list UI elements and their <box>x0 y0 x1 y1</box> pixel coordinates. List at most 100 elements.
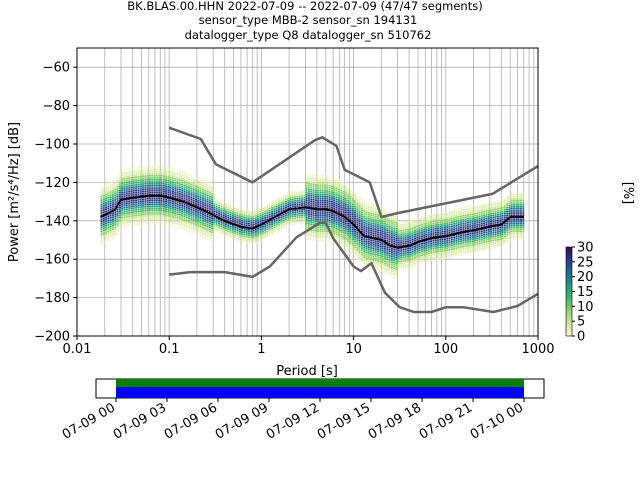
probability-cell <box>135 216 138 219</box>
probability-cell <box>402 233 405 236</box>
probability-cell <box>192 176 195 179</box>
probability-cell <box>344 213 347 215</box>
probability-cell <box>114 230 117 233</box>
probability-cell <box>384 266 386 269</box>
probability-cell <box>374 253 377 256</box>
probability-cell <box>395 266 398 268</box>
probability-cell <box>257 231 260 233</box>
probability-cell <box>367 250 370 253</box>
probability-cell <box>448 220 451 222</box>
probability-cell <box>294 223 297 225</box>
probability-cell <box>397 268 400 271</box>
probability-cell <box>206 217 209 220</box>
probability-cell <box>324 205 327 208</box>
probability-cell <box>148 182 151 185</box>
probability-cell <box>278 198 280 201</box>
probability-cell <box>337 204 340 206</box>
probability-cell <box>496 225 499 227</box>
probability-cell <box>487 248 490 250</box>
probability-cell <box>473 216 476 219</box>
probability-cell <box>123 195 126 198</box>
probability-cell <box>423 242 426 244</box>
probability-cell <box>195 189 197 191</box>
probability-cell <box>388 225 391 228</box>
probability-cell <box>349 207 352 210</box>
probability-cell <box>146 188 149 191</box>
probability-cell <box>310 196 313 199</box>
probability-cell <box>142 179 144 181</box>
probability-cell <box>211 196 214 199</box>
probability-cell <box>395 252 398 255</box>
probability-cell <box>340 207 343 209</box>
probability-cell <box>508 226 511 228</box>
probability-cell <box>506 233 509 236</box>
probability-cell <box>165 200 167 203</box>
probability-cell <box>123 183 126 186</box>
probability-cell <box>347 215 350 217</box>
probability-cell <box>450 244 453 247</box>
probability-cell <box>432 230 435 232</box>
probability-cell <box>485 208 488 211</box>
probability-cell <box>418 237 421 240</box>
probability-cell <box>183 176 186 179</box>
probability-cell <box>185 227 188 230</box>
probability-cell <box>363 202 366 205</box>
probability-cell <box>496 221 499 224</box>
probability-cell <box>151 178 154 181</box>
probability-cell <box>462 220 465 223</box>
probability-cell <box>307 190 310 193</box>
probability-cell <box>314 178 317 180</box>
probability-cell <box>513 215 516 217</box>
probability-cell <box>188 173 191 175</box>
probability-cell <box>367 261 370 264</box>
probability-cell <box>324 232 327 234</box>
probability-cell <box>333 195 336 198</box>
probability-cell <box>347 240 350 242</box>
probability-cell <box>243 237 246 240</box>
probability-cell <box>314 222 317 225</box>
probability-cell <box>208 203 211 206</box>
probability-cell <box>178 202 181 205</box>
probability-cell <box>114 198 117 200</box>
probability-cell <box>176 174 179 177</box>
probability-cell <box>372 226 375 229</box>
probability-cell <box>432 245 435 248</box>
probability-cell <box>347 236 350 239</box>
probability-cell <box>377 269 380 272</box>
probability-cell <box>321 190 324 192</box>
probability-cell <box>344 207 347 210</box>
probability-cell <box>478 213 481 216</box>
probability-cell <box>443 234 446 237</box>
probability-cell <box>195 204 197 207</box>
probability-cell <box>513 226 516 229</box>
probability-cell <box>257 221 260 224</box>
probability-cell <box>455 247 458 249</box>
probability-cell <box>337 188 340 191</box>
probability-cell <box>331 195 333 197</box>
probability-cell <box>354 232 356 235</box>
probability-cell <box>361 223 363 225</box>
probability-cell <box>361 236 363 239</box>
probability-cell <box>245 237 248 240</box>
probability-cell <box>453 220 456 223</box>
probability-cell <box>213 229 216 232</box>
probability-cell <box>510 220 513 223</box>
probability-cell <box>450 246 453 249</box>
probability-cell <box>351 201 354 204</box>
probability-cell <box>169 203 172 206</box>
probability-cell <box>151 165 154 167</box>
probability-cell <box>142 167 144 170</box>
probability-cell <box>328 223 331 226</box>
probability-cell <box>485 237 488 239</box>
probability-cell <box>155 174 158 177</box>
probability-cell <box>132 222 135 225</box>
probability-cell <box>192 232 195 235</box>
probability-cell <box>128 179 131 181</box>
probability-cell <box>356 223 359 226</box>
probability-cell <box>109 214 112 216</box>
probability-cell <box>335 222 338 224</box>
probability-cell <box>467 223 469 226</box>
probability-cell <box>188 180 191 183</box>
probability-cell <box>298 218 301 221</box>
probability-cell <box>188 213 191 216</box>
